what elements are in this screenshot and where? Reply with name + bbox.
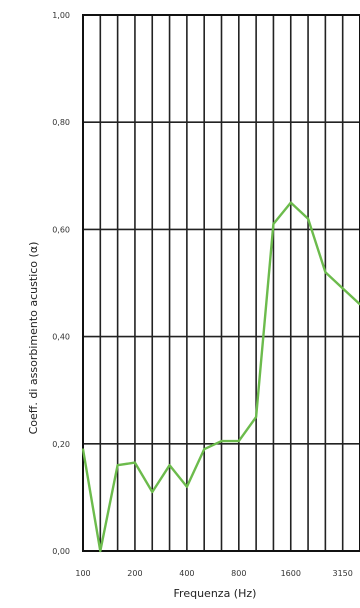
x-tick-label: 1600 xyxy=(281,569,301,578)
data-point xyxy=(185,485,188,488)
data-point xyxy=(237,440,240,443)
y-axis-label: Coeff. di assorbimento acustico (α) xyxy=(27,242,40,435)
data-point xyxy=(220,440,223,443)
x-tick-label: 800 xyxy=(231,569,246,578)
y-tick-label: 0,40 xyxy=(52,333,70,342)
data-point xyxy=(134,461,136,464)
x-tick-label: 400 xyxy=(179,569,194,578)
y-tick-labels: 0,00 0,20 0,40 0,60 0,80 1,00 xyxy=(52,11,70,556)
data-point xyxy=(272,223,275,225)
plot-frame xyxy=(82,14,360,552)
data-point xyxy=(289,201,292,204)
y-tick-label: 0,00 xyxy=(52,547,70,556)
x-tick-label: 3150 xyxy=(333,569,353,578)
y-tick-label: 0,80 xyxy=(52,118,70,127)
data-point xyxy=(116,464,119,467)
y-tick-label: 1,00 xyxy=(52,11,70,20)
data-point xyxy=(168,464,171,467)
data-point xyxy=(99,550,102,552)
series-layer xyxy=(81,201,360,553)
data-point xyxy=(341,287,344,290)
data-point xyxy=(255,416,258,418)
data-point xyxy=(203,448,206,451)
y-tick-label: 0,20 xyxy=(52,440,70,449)
x-tick-labels: 100 200 400 800 1600 3150 xyxy=(75,569,353,578)
x-axis-label: Frequenza (Hz) xyxy=(174,587,257,600)
data-point xyxy=(324,271,327,274)
x-tick-label: 200 xyxy=(127,569,142,578)
y-tick-label: 0,60 xyxy=(52,225,70,234)
data-point xyxy=(82,448,84,451)
data-point xyxy=(307,217,309,220)
x-tick-label: 100 xyxy=(75,569,90,578)
grid xyxy=(82,14,360,552)
data-point xyxy=(151,491,154,493)
